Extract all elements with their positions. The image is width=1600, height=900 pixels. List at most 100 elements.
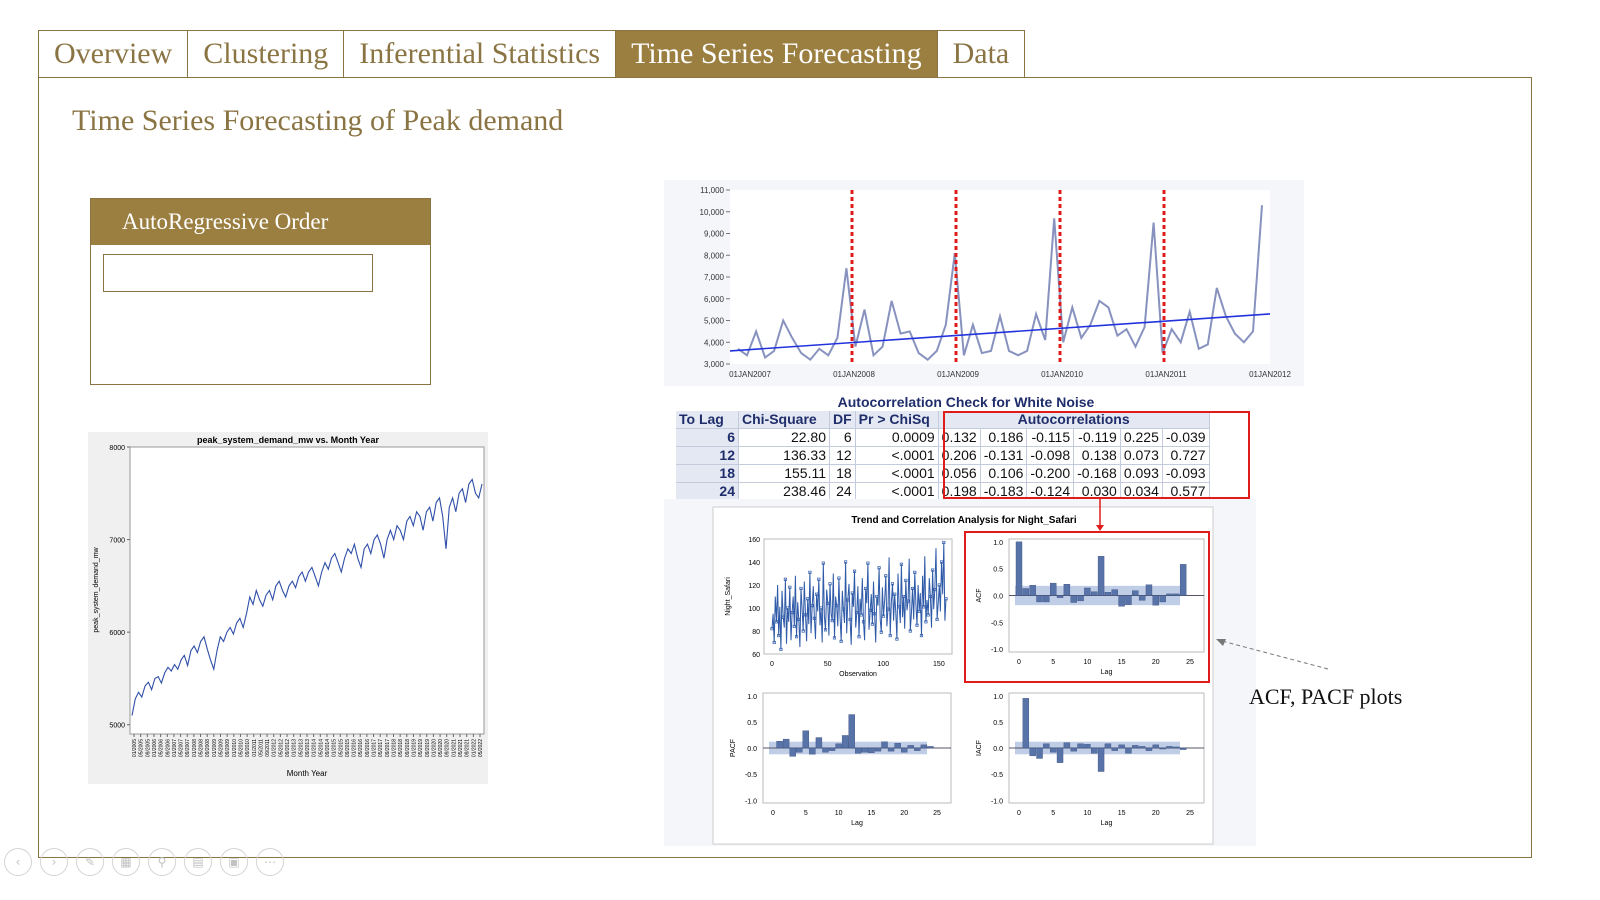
correlation-bar	[1063, 742, 1071, 749]
cell-ac: 0.056	[938, 464, 981, 483]
correlation-bar	[1138, 595, 1146, 601]
series-point	[819, 606, 823, 610]
series-point	[812, 616, 816, 620]
series-point	[906, 599, 910, 603]
slides-grid-icon[interactable]: ▦	[112, 848, 140, 876]
y-axis-label: Night_Safari	[725, 577, 732, 616]
y-tick-label: 0.5	[993, 720, 1003, 727]
cell-ac: -0.119	[1073, 428, 1121, 447]
ar-order-input[interactable]	[103, 254, 373, 292]
panel-title: Trend and Correlation Analysis for Night…	[851, 515, 1076, 526]
col-header: Chi-Square	[738, 411, 830, 429]
x-tick-label: 09/2018	[405, 739, 411, 757]
tab-data[interactable]: Data	[937, 30, 1026, 78]
correlation-bar	[776, 741, 783, 749]
y-tick-label: 0.5	[747, 720, 757, 727]
y-tick-label: -0.5	[991, 620, 1003, 627]
x-tick-label: 50	[824, 661, 832, 668]
correlation-bar	[1145, 747, 1153, 751]
x-tick-label: 25	[1186, 659, 1194, 666]
x-tick-label: 0	[771, 810, 775, 817]
trend-correlation-panel: Trend and Correlation Analysis for Night…	[664, 499, 1256, 846]
correlation-bar	[782, 738, 790, 749]
correlation-bar	[887, 747, 895, 752]
x-tick-label: 01JAN2007	[729, 370, 771, 379]
tab-time-series-forecasting[interactable]: Time Series Forecasting	[616, 30, 938, 78]
acf-highlight	[964, 531, 1210, 683]
cell-ac: -0.098	[1026, 446, 1075, 465]
y-axis-label: ACF	[976, 589, 983, 603]
tab-clustering[interactable]: Clustering	[188, 30, 345, 78]
x-tick-label: 20	[900, 810, 908, 817]
next-icon[interactable]: ›	[40, 848, 68, 876]
x-tick-label: 05/2006	[159, 739, 165, 757]
series-point	[877, 566, 881, 570]
plot-area	[730, 190, 1270, 364]
white-noise-grid: To Lag Chi-Square DF Pr > ChiSq Autocorr…	[676, 411, 1210, 501]
correlation-bar	[1070, 595, 1077, 603]
correlation-bar	[789, 747, 796, 757]
tab-inferential-statistics[interactable]: Inferential Statistics	[344, 30, 617, 78]
cell-chi: 136.33	[738, 446, 830, 465]
series-point	[881, 614, 886, 618]
pen-icon[interactable]: ✎	[76, 848, 104, 876]
series-point	[808, 570, 812, 574]
camera-off-icon[interactable]: ▣	[220, 848, 248, 876]
x-tick-label: 05/2014	[318, 739, 324, 757]
cell-ac: 0.206	[938, 446, 981, 465]
x-tick-label: 09/2008	[205, 739, 211, 757]
x-tick-label: 05/2017	[378, 739, 384, 757]
series-point	[783, 577, 787, 581]
cell-ac: 0.073	[1120, 446, 1163, 465]
y-tick-label: -1.0	[991, 647, 1003, 654]
y-tick-label: 0.5	[993, 567, 1003, 574]
subtitles-icon[interactable]: ▤	[184, 848, 212, 876]
series-point	[928, 594, 932, 599]
correlation-bar	[822, 747, 829, 753]
series-point	[935, 617, 939, 622]
correlation-bar	[881, 741, 888, 749]
series-point	[864, 586, 868, 591]
correlation-bar	[1097, 747, 1105, 772]
series-point	[835, 604, 839, 608]
series-point	[861, 620, 866, 624]
series-point	[815, 592, 819, 596]
series-point	[917, 609, 921, 614]
series-point	[942, 540, 946, 545]
correlation-bar	[1043, 595, 1050, 603]
x-tick-label: 05/2011	[258, 739, 264, 757]
cell-ac: -0.183	[980, 482, 1028, 501]
correlation-bar	[1104, 743, 1112, 749]
x-tick-label: 01/2019	[411, 739, 417, 757]
y-tick-label: 1.0	[993, 540, 1003, 547]
y-tick-label: 8,000	[704, 251, 725, 260]
cell-ac: -0.200	[1026, 464, 1075, 483]
correlation-bar	[1050, 582, 1057, 596]
correlation-bar	[1070, 747, 1077, 752]
night-safari-line	[771, 542, 947, 650]
series-point	[895, 637, 899, 641]
correlation-bar	[809, 747, 816, 755]
chart-title: peak_system_demand_mw vs. Month Year	[197, 435, 379, 445]
correlation-bar	[796, 747, 803, 753]
series-point	[828, 582, 832, 586]
series-point	[908, 629, 912, 633]
correlation-bar	[841, 735, 849, 749]
tab-overview[interactable]: Overview	[38, 30, 189, 78]
cell-ac: 0.106	[980, 464, 1028, 483]
x-tick-label: 01/2007	[172, 739, 178, 757]
series-point	[890, 582, 895, 586]
y-tick-label: 80	[752, 629, 760, 636]
correlation-bar	[1145, 584, 1153, 596]
correlation-bar	[1077, 743, 1084, 749]
zoom-icon[interactable]: ⚲	[148, 848, 176, 876]
more-icon[interactable]: ⋯	[256, 848, 284, 876]
correlation-bar	[1022, 588, 1030, 596]
correlation-bar	[1036, 595, 1043, 603]
cell-ac: 0.138	[1073, 446, 1121, 465]
y-tick-label: 6000	[109, 630, 125, 637]
autocorrelations-highlight	[943, 411, 1250, 499]
series-point	[786, 606, 790, 610]
prev-icon[interactable]: ‹	[4, 848, 32, 876]
x-tick-label: 01/2015	[332, 739, 338, 757]
